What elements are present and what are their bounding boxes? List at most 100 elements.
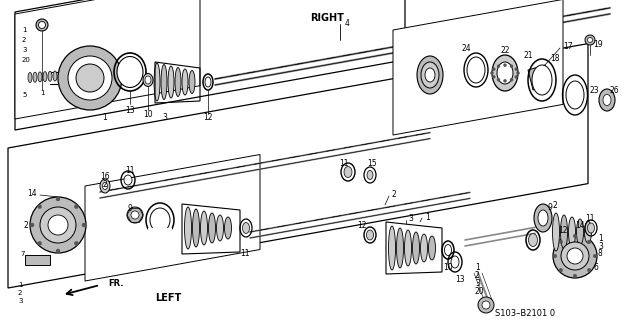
Ellipse shape — [154, 63, 160, 101]
Ellipse shape — [175, 68, 181, 97]
Text: 3: 3 — [22, 47, 27, 53]
Text: 2: 2 — [103, 180, 108, 188]
Ellipse shape — [534, 204, 552, 232]
Polygon shape — [15, 0, 405, 130]
Circle shape — [75, 204, 78, 209]
Ellipse shape — [117, 57, 143, 87]
Text: 9: 9 — [128, 204, 132, 212]
Text: 2: 2 — [18, 290, 22, 296]
Ellipse shape — [566, 81, 584, 109]
Polygon shape — [85, 155, 260, 281]
Text: 21: 21 — [523, 51, 533, 60]
Circle shape — [553, 254, 557, 258]
Ellipse shape — [208, 213, 215, 243]
Circle shape — [56, 249, 60, 253]
Circle shape — [503, 64, 506, 67]
Ellipse shape — [451, 256, 459, 268]
Ellipse shape — [532, 65, 552, 95]
Circle shape — [492, 76, 495, 78]
Text: 11: 11 — [339, 158, 349, 167]
Ellipse shape — [429, 236, 436, 260]
Text: 22: 22 — [500, 45, 510, 54]
Text: 18: 18 — [550, 53, 560, 62]
Ellipse shape — [421, 62, 439, 88]
Text: LEFT: LEFT — [155, 293, 181, 303]
Text: 5: 5 — [22, 92, 27, 98]
Ellipse shape — [168, 66, 174, 98]
Text: 2: 2 — [475, 271, 480, 281]
Circle shape — [30, 223, 34, 227]
Text: 26: 26 — [610, 85, 620, 94]
Ellipse shape — [201, 211, 208, 245]
Circle shape — [587, 37, 592, 43]
Ellipse shape — [603, 94, 611, 106]
Text: 1: 1 — [40, 90, 44, 96]
Ellipse shape — [205, 77, 211, 87]
Ellipse shape — [538, 210, 548, 226]
Text: 1: 1 — [475, 263, 480, 273]
Ellipse shape — [425, 68, 435, 82]
Text: 9: 9 — [548, 203, 553, 212]
Circle shape — [510, 65, 513, 68]
Text: 1: 1 — [22, 27, 27, 33]
Text: 15: 15 — [367, 158, 377, 167]
Circle shape — [515, 68, 518, 71]
Circle shape — [68, 56, 112, 100]
Circle shape — [515, 76, 518, 78]
Ellipse shape — [577, 219, 584, 245]
Text: 1: 1 — [18, 282, 23, 288]
Circle shape — [82, 223, 86, 227]
Text: 12: 12 — [558, 226, 568, 235]
Circle shape — [573, 234, 577, 238]
Ellipse shape — [103, 182, 108, 189]
Text: 2: 2 — [392, 189, 396, 198]
Ellipse shape — [420, 234, 427, 262]
Text: 13: 13 — [455, 276, 465, 284]
Circle shape — [58, 46, 122, 110]
Text: 2: 2 — [22, 37, 27, 43]
Ellipse shape — [367, 230, 373, 240]
Text: 3: 3 — [18, 298, 23, 304]
Circle shape — [585, 35, 595, 45]
Ellipse shape — [48, 71, 52, 81]
Circle shape — [131, 211, 139, 219]
Text: 14: 14 — [575, 220, 585, 229]
Text: FR.: FR. — [108, 278, 123, 287]
Ellipse shape — [182, 69, 188, 95]
Text: 1: 1 — [425, 212, 430, 221]
Circle shape — [30, 197, 86, 253]
Text: 11: 11 — [586, 213, 595, 222]
Polygon shape — [528, 65, 550, 90]
Text: 1: 1 — [598, 234, 603, 243]
Text: 1: 1 — [103, 113, 108, 122]
Circle shape — [36, 19, 48, 31]
Ellipse shape — [38, 72, 42, 82]
Text: 11: 11 — [241, 250, 250, 259]
Text: 20: 20 — [475, 287, 485, 297]
Polygon shape — [15, 0, 200, 119]
Circle shape — [497, 65, 500, 68]
Ellipse shape — [444, 244, 451, 255]
Text: 11: 11 — [125, 165, 135, 174]
Ellipse shape — [189, 70, 195, 93]
Ellipse shape — [560, 215, 568, 249]
Ellipse shape — [33, 72, 37, 82]
Text: 3: 3 — [598, 242, 603, 251]
Circle shape — [587, 240, 591, 244]
Circle shape — [127, 207, 143, 223]
Ellipse shape — [242, 222, 249, 234]
Ellipse shape — [184, 207, 192, 249]
Text: 2: 2 — [23, 220, 28, 229]
Circle shape — [503, 79, 506, 82]
Ellipse shape — [145, 76, 151, 84]
Text: 4: 4 — [345, 19, 350, 28]
Ellipse shape — [161, 65, 167, 100]
Circle shape — [510, 78, 513, 81]
Text: 23: 23 — [590, 85, 599, 94]
Ellipse shape — [467, 57, 485, 83]
Text: 24: 24 — [461, 44, 471, 52]
Text: 13: 13 — [125, 106, 135, 115]
Circle shape — [40, 207, 76, 243]
Circle shape — [517, 71, 520, 75]
Ellipse shape — [404, 230, 411, 266]
